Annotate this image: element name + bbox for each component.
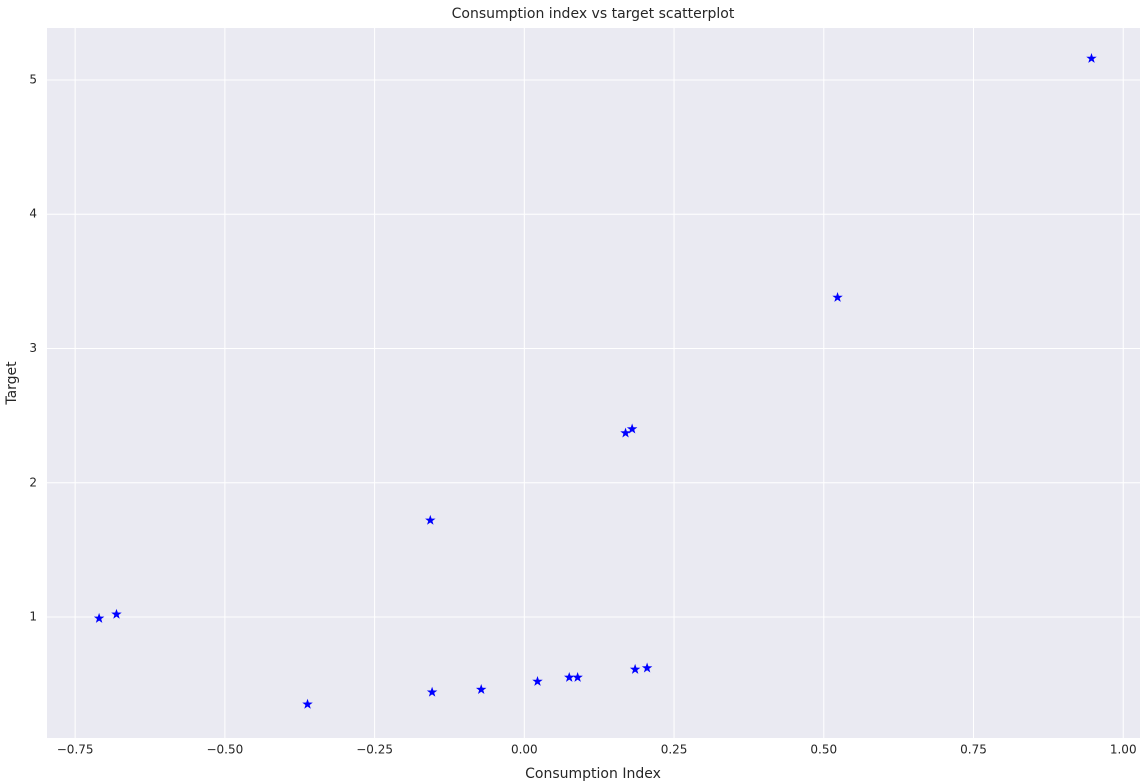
- x-axis-label: Consumption Index: [525, 766, 661, 782]
- point: [572, 671, 583, 682]
- point: [475, 684, 487, 694]
- x-tick-label: 0.75: [960, 743, 987, 757]
- point: [641, 662, 653, 673]
- chart-title: Consumption index vs target scatterplot: [452, 6, 735, 22]
- point: [832, 291, 843, 302]
- point: [426, 686, 438, 697]
- x-tick-label: −0.50: [206, 743, 243, 757]
- point: [1086, 52, 1097, 63]
- y-axis-label: Target: [4, 361, 20, 406]
- grid: [47, 28, 1140, 738]
- point: [111, 608, 122, 619]
- y-tick-label: 3: [29, 341, 37, 355]
- y-tick-label: 5: [29, 72, 37, 86]
- y-tick-label: 2: [29, 475, 37, 489]
- points: [93, 52, 1097, 709]
- y-tick-label: 1: [29, 610, 37, 624]
- point: [302, 698, 313, 709]
- y-tick-label: 4: [29, 207, 37, 221]
- x-tick-label: −0.75: [57, 743, 94, 757]
- x-tick-label: 1.00: [1110, 743, 1137, 757]
- point: [425, 514, 436, 525]
- plot-area: [47, 28, 1140, 738]
- x-tick-label: 0.50: [810, 743, 837, 757]
- point: [626, 423, 638, 434]
- point: [532, 675, 543, 686]
- point: [629, 663, 641, 674]
- point: [620, 427, 631, 438]
- x-tick-label: 0.25: [661, 743, 688, 757]
- x-tick-label: 0.00: [511, 743, 538, 757]
- point: [564, 671, 575, 682]
- x-tick-label: −0.25: [356, 743, 393, 757]
- point: [93, 612, 105, 623]
